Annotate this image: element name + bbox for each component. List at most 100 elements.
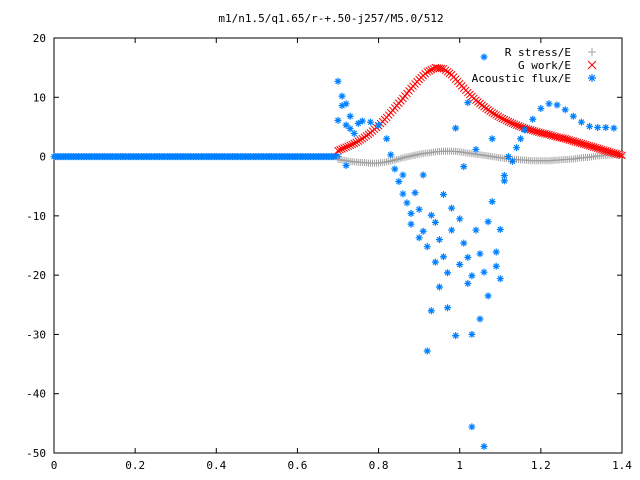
data-point — [498, 114, 507, 123]
data-point — [407, 209, 415, 217]
data-point — [472, 226, 480, 234]
data-point — [512, 121, 521, 130]
data-point — [480, 442, 488, 450]
data-point — [423, 67, 432, 76]
data-point — [342, 121, 350, 129]
data-point — [476, 250, 484, 258]
data-point — [569, 112, 577, 120]
data-point — [508, 119, 517, 128]
data-point — [460, 163, 468, 171]
y-tick-label: 0 — [39, 151, 46, 164]
data-point — [484, 218, 492, 226]
data-point — [577, 118, 585, 126]
x-tick-label: 1 — [456, 459, 463, 472]
data-point — [464, 99, 472, 107]
data-point — [537, 105, 545, 113]
data-point — [425, 66, 434, 75]
data-point — [334, 116, 342, 124]
data-point — [476, 315, 484, 323]
data-point — [387, 151, 395, 159]
data-point — [616, 150, 624, 159]
data-point — [348, 140, 357, 149]
data-point — [342, 161, 350, 169]
data-point — [610, 124, 618, 132]
data-point — [399, 171, 407, 179]
data-point — [344, 142, 352, 151]
data-point — [334, 77, 342, 85]
data-point — [427, 211, 435, 219]
data-point — [342, 100, 350, 108]
data-point — [464, 279, 472, 287]
y-tick-label: 20 — [33, 32, 46, 45]
data-point — [383, 135, 391, 143]
data-point — [468, 423, 476, 431]
x-tick-label: 0.8 — [369, 459, 389, 472]
data-point — [488, 108, 497, 117]
data-point — [510, 120, 519, 129]
data-point — [618, 151, 626, 160]
legend-label: G work/E — [518, 59, 571, 72]
data-point — [415, 205, 423, 213]
x-tick-label: 0 — [51, 459, 58, 472]
data-point — [448, 226, 456, 234]
legend-marker — [588, 48, 596, 56]
chart-title: m1/n1.5/q1.65/r-+.50-j257/M5.0/512 — [218, 12, 443, 25]
y-tick-label: 10 — [33, 91, 46, 104]
data-point — [468, 272, 476, 280]
data-point — [338, 92, 346, 100]
data-point — [419, 227, 427, 235]
data-point — [492, 248, 500, 256]
legend-label: Acoustic flux/E — [472, 72, 571, 85]
data-point — [500, 115, 509, 124]
y-tick-label: -10 — [26, 210, 46, 223]
data-point — [366, 118, 374, 126]
data-point — [350, 139, 359, 148]
data-point — [460, 239, 468, 247]
data-point — [452, 332, 460, 340]
acoustic-flux-baseline — [50, 153, 342, 161]
data-point — [346, 141, 355, 150]
data-point — [464, 253, 472, 261]
data-point — [338, 102, 346, 110]
y-tick-label: -20 — [26, 269, 46, 282]
plot-frame — [53, 37, 623, 454]
data-point — [488, 135, 496, 143]
data-point — [342, 143, 350, 151]
data-point — [391, 165, 399, 173]
x-tick-label: 0.6 — [287, 459, 307, 472]
data-point — [500, 177, 508, 185]
data-point — [480, 268, 488, 276]
data-point — [346, 125, 354, 133]
data-point — [452, 124, 460, 132]
data-point — [456, 260, 464, 268]
data-point — [350, 129, 358, 137]
data-point — [504, 117, 513, 126]
data-point — [437, 64, 446, 73]
data-point — [431, 258, 439, 266]
data-point — [375, 121, 383, 129]
data-point — [399, 190, 407, 198]
data-point — [496, 225, 504, 233]
data-point — [484, 292, 492, 300]
data-point — [480, 53, 488, 61]
data-point — [439, 253, 447, 261]
data-point — [354, 119, 362, 127]
data-point — [529, 115, 537, 123]
data-point — [444, 269, 452, 277]
data-point — [403, 199, 411, 207]
y-tick-label: -40 — [26, 388, 46, 401]
data-point — [561, 106, 569, 114]
data-point — [496, 275, 504, 283]
data-point — [423, 347, 431, 355]
data-point — [545, 100, 553, 108]
data-point — [492, 262, 500, 270]
data-point — [602, 124, 610, 132]
data-point — [419, 171, 427, 179]
data-point — [504, 153, 512, 161]
data-point — [407, 220, 415, 228]
data-point — [439, 191, 447, 199]
data-point — [468, 330, 476, 338]
data-point — [334, 146, 342, 155]
data-point — [346, 112, 354, 120]
y-tick-label: -50 — [26, 447, 46, 460]
